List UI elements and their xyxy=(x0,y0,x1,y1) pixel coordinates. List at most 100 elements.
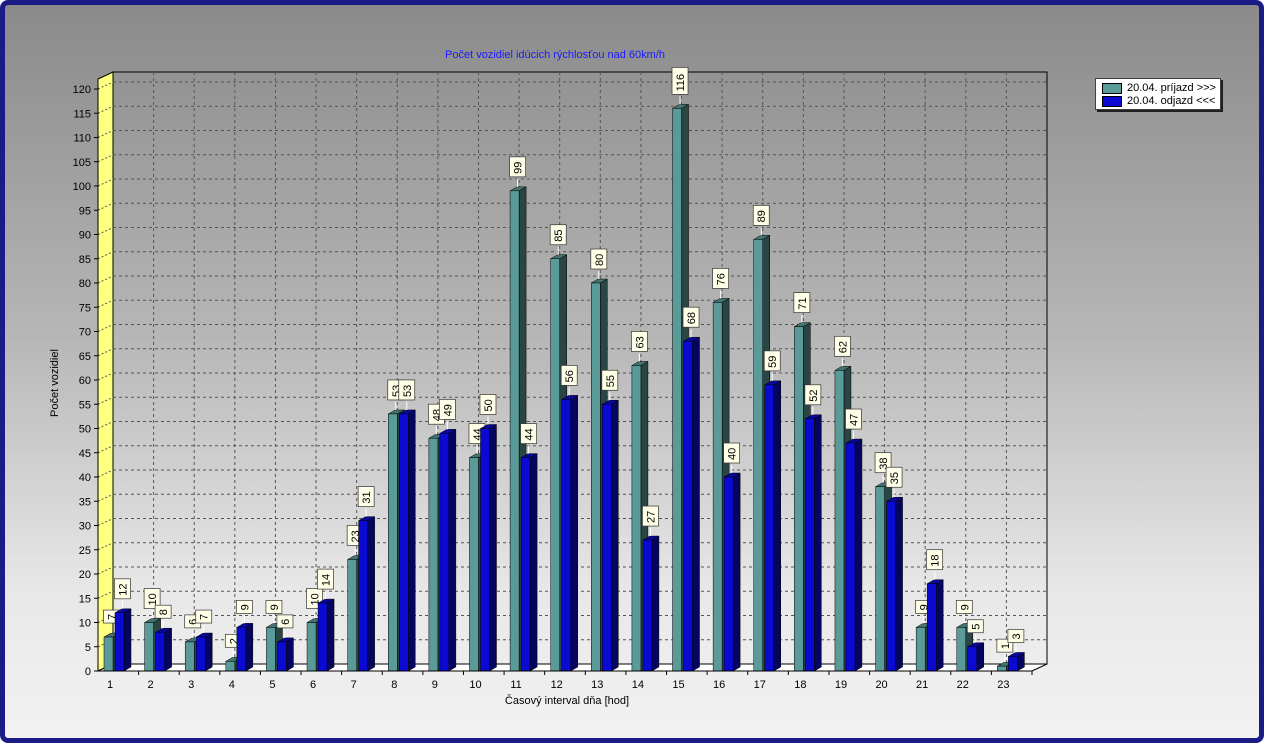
bar-arrival-12-data-label-box xyxy=(549,224,567,246)
bar-departure-3-data-label-text: 7 xyxy=(199,614,211,620)
bar-departure-21-data-label-box xyxy=(926,549,944,571)
bar-arrival-8 xyxy=(388,413,398,672)
bar-arrival-1 xyxy=(103,636,114,672)
y-tick-label: 35 xyxy=(79,496,91,508)
bar-arrival-5-data-label-text: 9 xyxy=(269,604,281,610)
legend-item-arrival: 20.04. príjazd >>> xyxy=(1102,82,1216,94)
y-tick-label: 20 xyxy=(79,569,91,581)
bar-arrival-18-data-label-text: 71 xyxy=(797,297,809,309)
x-tick-label: 3 xyxy=(188,679,194,691)
bar-departure-15-data-label-box xyxy=(682,306,700,328)
bar-departure-20-side xyxy=(895,496,903,672)
gridline-wall xyxy=(97,421,114,429)
y-tick-label: 55 xyxy=(79,399,91,411)
bar-departure-8-data-label: 53 xyxy=(398,379,416,401)
bar-departure-23 xyxy=(1008,656,1018,672)
bar-arrival-17-data-label-text: 89 xyxy=(756,210,768,222)
x-tick-label: 1 xyxy=(107,679,113,691)
chart-title: Počet vozidiel idúcich rýchlosťou nad 60… xyxy=(445,49,665,61)
bar-departure-20 xyxy=(886,501,896,672)
left-wall xyxy=(97,71,114,672)
bar-arrival-17-data-label-box xyxy=(752,205,770,226)
gridline-wall xyxy=(97,469,114,478)
bar-departure-11 xyxy=(520,457,531,672)
bar-departure-15-side xyxy=(692,336,700,672)
gridline-wall xyxy=(97,348,114,357)
bar-arrival-19-data-label: 62 xyxy=(834,335,851,357)
bar-arrival-13-data-label: 80 xyxy=(590,248,608,270)
bar-arrival-23 xyxy=(997,665,1007,672)
y-tick-label: 110 xyxy=(73,133,91,145)
bar-departure-14-data-label: 27 xyxy=(642,505,659,527)
bar-arrival-22-data-label: 9 xyxy=(955,599,973,614)
bar-departure-12-side xyxy=(570,394,578,672)
bar-arrival-17-data-label: 89 xyxy=(752,205,770,226)
bar-departure-22-data-label-text: 5 xyxy=(970,624,982,630)
y-tick-label: 85 xyxy=(79,254,91,266)
gridline-wall xyxy=(97,372,114,381)
gridline-wall xyxy=(97,227,114,235)
bar-departure-23-data-label-box xyxy=(1007,629,1025,643)
gridline-wall xyxy=(97,275,114,284)
gridline-wall xyxy=(97,251,114,260)
bar-arrival-18 xyxy=(794,326,804,672)
bar-departure-12 xyxy=(561,399,571,672)
bar-arrival-20-data-label-text: 38 xyxy=(878,457,890,469)
bar-departure-1-data-label-text: 12 xyxy=(118,584,130,596)
bar-arrival-18-data-label: 71 xyxy=(793,292,811,313)
bar-arrival-22-data-label-text: 9 xyxy=(959,604,971,610)
bar-arrival-13-data-label-box xyxy=(590,248,608,270)
bar-departure-8 xyxy=(399,413,409,672)
y-tick-label: 25 xyxy=(79,545,91,557)
bar-arrival-16-data-label-text: 76 xyxy=(716,273,728,285)
bar-departure-10 xyxy=(480,428,490,672)
bar-departure-2 xyxy=(155,631,165,672)
bar-departure-20-data-label-text: 35 xyxy=(889,472,901,484)
legend-item-departure: 20.04. odjazd <<< xyxy=(1102,95,1215,107)
x-tick-label: 15 xyxy=(672,679,684,691)
gridline-wall xyxy=(97,324,114,332)
bar-arrival-15-data-label-text: 116 xyxy=(675,74,687,92)
bar-arrival-16 xyxy=(712,302,723,672)
y-tick-label: 75 xyxy=(79,302,91,314)
bar-departure-11-side xyxy=(529,453,538,672)
bar-departure-3 xyxy=(195,636,206,672)
x-tick-label: 9 xyxy=(432,679,438,691)
bar-departure-9-data-label: 49 xyxy=(439,399,456,420)
bar-departure-8-side xyxy=(408,409,416,672)
bar-departure-16-data-label-box xyxy=(723,442,740,464)
bar-departure-13-data-label: 55 xyxy=(601,369,619,391)
y-tick-label: 120 xyxy=(73,84,91,96)
bar-departure-4-side xyxy=(245,622,254,672)
bar-departure-4-data-label-text: 9 xyxy=(239,604,251,610)
bar-departure-4-data-label-box xyxy=(235,599,253,614)
gridline-wall xyxy=(97,493,114,502)
x-axis-label: Časový interval dňa [hod] xyxy=(504,695,630,707)
bar-departure-10-data-label: 50 xyxy=(479,394,497,415)
bar-arrival-12-data-label-text: 85 xyxy=(553,230,565,242)
gridline-wall xyxy=(97,590,114,599)
bar-departure-22-side xyxy=(976,642,985,672)
bar-departure-13-data-label-box xyxy=(601,369,619,391)
y-tick-label: 90 xyxy=(79,230,91,242)
x-tick-label: 21 xyxy=(916,679,928,691)
x-tick-label: 19 xyxy=(835,679,847,691)
bar-departure-9-data-label-box xyxy=(439,399,456,420)
legend-swatch-departure xyxy=(1102,95,1122,107)
bar-arrival-13-data-label-text: 80 xyxy=(594,254,606,266)
bar-arrival-17 xyxy=(753,239,763,672)
bar-arrival-5-data-label-box xyxy=(265,599,283,614)
bar-arrival-6-data-label-text: 10 xyxy=(310,593,322,605)
bar-departure-22 xyxy=(967,646,978,672)
gridline-wall xyxy=(97,396,114,405)
bar-departure-6 xyxy=(317,602,328,672)
bar-departure-2-data-label-text: 8 xyxy=(158,609,170,615)
bar-departure-12-data-label-box xyxy=(560,365,578,386)
y-tick-label: 40 xyxy=(79,472,91,484)
x-tick-label: 6 xyxy=(310,679,316,691)
bar-arrival-15-data-label-box xyxy=(671,67,689,95)
bar-departure-9 xyxy=(439,433,450,672)
bar-departure-17-data-label-text: 59 xyxy=(767,356,779,368)
bar-departure-6-data-label: 14 xyxy=(317,568,334,590)
x-tick-label: 13 xyxy=(591,679,603,691)
